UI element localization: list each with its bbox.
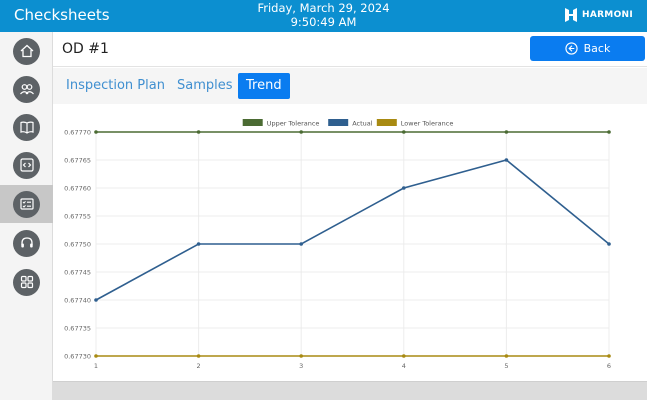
sidebar-item-checksheets[interactable] (0, 185, 53, 223)
users-icon (19, 84, 34, 95)
y-tick-label: 0.67740 (64, 297, 91, 305)
page-header: OD #1 Back (53, 32, 647, 67)
legend-label: Lower Tolerance (401, 120, 454, 128)
data-point (299, 354, 303, 358)
tab-samples[interactable]: Samples (177, 78, 233, 93)
code-icon (19, 158, 34, 172)
data-point (504, 130, 509, 134)
apps-grid-icon (20, 275, 33, 289)
sidebar-item-code[interactable] (0, 146, 53, 184)
y-tick-label: 0.67735 (64, 325, 91, 333)
x-tick-label: 2 (197, 362, 201, 370)
tab-trend[interactable]: Trend (238, 73, 290, 99)
brand-logo: HARMONI (563, 7, 633, 23)
home-icon (20, 44, 33, 58)
date-text: Friday, March 29, 2024 (257, 1, 390, 15)
data-point (94, 130, 98, 134)
datetime: Friday, March 29, 2024 9:50:49 AM (0, 1, 647, 29)
main-content: OD #1 Back Inspection Plan Samples Trend… (53, 32, 647, 400)
data-point (299, 242, 303, 246)
x-tick-label: 4 (402, 362, 406, 370)
book-icon (19, 121, 34, 134)
x-tick-label: 3 (299, 362, 303, 370)
back-arrow-icon (565, 42, 578, 55)
legend-swatch (242, 119, 263, 126)
y-tick-label: 0.67750 (64, 241, 91, 249)
data-point (299, 130, 303, 134)
data-point (196, 242, 201, 246)
trend-chart-svg: 0.67730 0.67735 0.67740 0.67745 0.67750 0.677… (64, 119, 611, 370)
sidebar-item-apps[interactable] (0, 263, 53, 301)
data-point (94, 298, 98, 302)
headset-icon (20, 237, 33, 248)
data-point (196, 354, 201, 358)
tab-inspection-plan[interactable]: Inspection Plan (66, 78, 165, 93)
y-tick-label: 0.67770 (64, 129, 91, 137)
data-point (607, 242, 611, 246)
sidebar-item-home[interactable] (0, 32, 53, 70)
app-title: Checksheets (14, 6, 110, 24)
y-tick-label: 0.67730 (64, 353, 91, 361)
legend-label: Upper Tolerance (267, 120, 320, 128)
sidebar (0, 32, 53, 400)
time-text: 9:50:49 AM (290, 15, 357, 29)
sidebar-item-users[interactable] (0, 70, 53, 108)
actual-line (95, 159, 610, 301)
data-point (607, 130, 611, 134)
y-tick-label: 0.67745 (64, 269, 91, 277)
data-point (504, 354, 509, 358)
data-point (196, 130, 201, 134)
page-title: OD #1 (62, 41, 109, 57)
legend-swatch (328, 119, 349, 126)
sidebar-item-book[interactable] (0, 108, 53, 146)
y-tick-label: 0.67755 (64, 213, 91, 221)
back-button[interactable]: Back (530, 36, 645, 61)
brand-mark-icon (564, 8, 577, 22)
y-tick-label: 0.67760 (64, 185, 91, 193)
y-tick-label: 0.67765 (64, 157, 91, 165)
brand-name: HARMONI (581, 10, 633, 20)
top-bar: Checksheets Friday, March 29, 2024 9:50:… (0, 0, 647, 32)
back-label: Back (583, 42, 611, 55)
sidebar-item-support[interactable] (0, 224, 53, 262)
x-tick-label: 1 (94, 362, 98, 370)
tab-bar: Inspection Plan Samples Trend (53, 68, 647, 104)
x-tick-label: 5 (504, 362, 508, 370)
data-point (607, 354, 611, 358)
legend-label: Actual (352, 120, 373, 128)
data-point (402, 186, 406, 190)
x-tick-label: 6 (607, 362, 611, 370)
data-point (402, 130, 406, 134)
data-point (94, 354, 98, 358)
data-point (504, 158, 509, 162)
data-point (402, 354, 406, 358)
trend-chart: 0.67730 0.67735 0.67740 0.67745 0.67750 0.677… (53, 106, 647, 381)
bottom-strip (53, 381, 647, 400)
checklist-icon (19, 198, 34, 210)
legend-swatch (376, 119, 397, 126)
